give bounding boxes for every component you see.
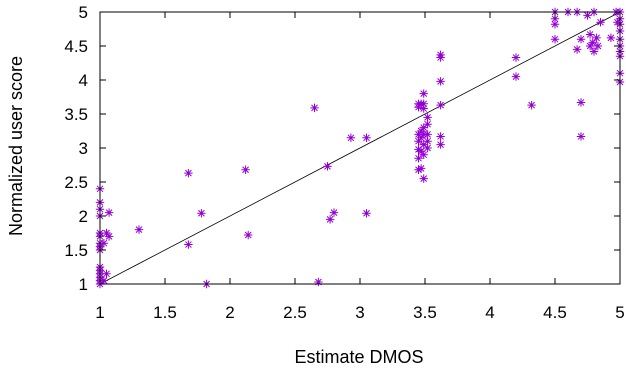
- y-tick-label: 1.5: [64, 241, 88, 260]
- data-point: [436, 140, 445, 149]
- data-point: [134, 225, 144, 234]
- data-point: [511, 53, 521, 62]
- data-point: [419, 140, 428, 149]
- y-tick-label: 4: [79, 71, 88, 90]
- data-point: [423, 120, 432, 129]
- y-tick-label: 3.5: [64, 105, 88, 124]
- data-point: [596, 18, 605, 27]
- data-point: [416, 133, 426, 142]
- data-point: [585, 41, 595, 51]
- data-point: [550, 35, 560, 44]
- data-point: [423, 130, 432, 139]
- data-point: [576, 132, 586, 141]
- x-tick-label: 5: [615, 303, 624, 322]
- data-point: [184, 240, 193, 249]
- data-point: [325, 215, 335, 224]
- x-tick-label: 4: [485, 303, 494, 322]
- y-tick-label: 4.5: [64, 37, 88, 56]
- x-tick-label: 2.5: [283, 303, 307, 322]
- data-point: [419, 174, 428, 183]
- data-point: [414, 103, 423, 112]
- data-point: [423, 113, 432, 122]
- data-point: [593, 41, 603, 51]
- data-point: [414, 130, 423, 139]
- data-point: [323, 162, 332, 171]
- data-point: [314, 277, 323, 287]
- data-point: [583, 11, 592, 20]
- data-point: [576, 98, 586, 107]
- data-point: [419, 89, 428, 98]
- data-point: [184, 168, 193, 178]
- data-point: [329, 208, 339, 217]
- data-point: [550, 20, 560, 29]
- y-tick-label: 2: [79, 207, 88, 226]
- data-point: [436, 100, 445, 110]
- data-point: [99, 276, 109, 285]
- data-point: [606, 33, 616, 43]
- data-point: [244, 230, 253, 240]
- data-point: [414, 165, 423, 174]
- reference-line: [99, 11, 621, 285]
- y-tick-label: 1: [79, 275, 88, 294]
- data-point: [436, 77, 445, 86]
- data-point: [588, 38, 597, 47]
- y-tick-label: 3: [79, 139, 88, 158]
- y-tick-label: 2.5: [64, 173, 88, 192]
- data-point: [419, 123, 428, 132]
- data-point: [362, 133, 371, 142]
- data-point: [423, 137, 432, 146]
- data-point: [416, 164, 426, 173]
- data-point: [416, 126, 426, 136]
- x-tick-label: 1.5: [153, 303, 177, 322]
- data-point: [592, 33, 601, 43]
- data-point: [511, 72, 521, 81]
- data-point: [416, 147, 426, 156]
- data-point: [362, 209, 371, 218]
- data-point: [585, 30, 595, 39]
- data-point: [414, 137, 423, 146]
- data-point: [346, 133, 356, 142]
- data-point: [527, 100, 536, 110]
- data-point: [104, 208, 114, 217]
- y-tick-label: 5: [79, 3, 88, 22]
- x-tick-label: 1: [95, 303, 104, 322]
- x-tick-label: 4.5: [543, 303, 567, 322]
- data-point: [423, 143, 432, 153]
- data-point: [436, 53, 445, 62]
- x-tick-label: 3: [355, 303, 364, 322]
- data-point: [419, 99, 428, 108]
- data-point: [99, 239, 109, 248]
- data-point: [310, 103, 319, 113]
- x-tick-label: 3.5: [413, 303, 437, 322]
- data-point: [576, 35, 586, 44]
- data-point: [419, 104, 428, 113]
- data-point: [414, 154, 423, 163]
- data-point: [419, 150, 428, 159]
- data-point: [550, 14, 560, 23]
- data-point: [197, 209, 206, 218]
- data-point: [102, 269, 111, 278]
- data-point: [572, 45, 582, 54]
- y-axis-title: Normalized user score: [6, 56, 26, 236]
- data-point: [104, 232, 114, 241]
- x-tick-label: 2: [225, 303, 234, 322]
- data-point: [102, 228, 111, 238]
- data-point: [436, 132, 445, 141]
- data-point: [241, 165, 250, 174]
- data-point: [589, 47, 599, 56]
- x-axis-title: Estimate DMOS: [294, 347, 423, 367]
